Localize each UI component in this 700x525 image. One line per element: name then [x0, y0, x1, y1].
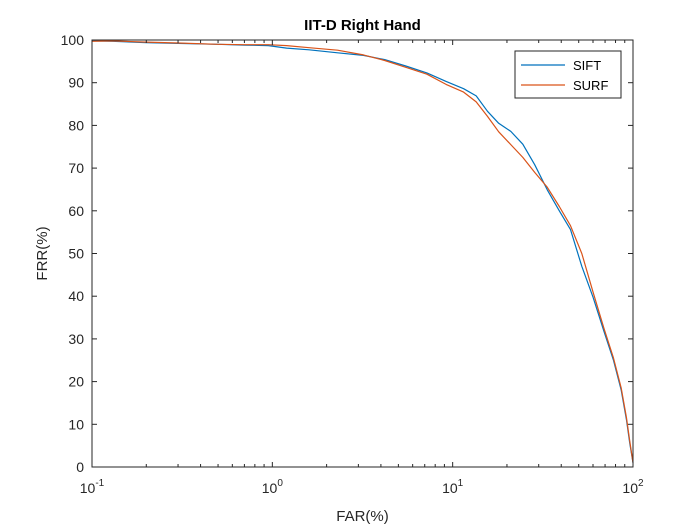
y-tick-label: 80	[68, 117, 84, 133]
series-line-surf	[91, 40, 634, 463]
plot-area	[92, 40, 633, 467]
y-tick-label: 70	[68, 160, 84, 176]
x-tick-label-exponent: 2	[638, 478, 644, 489]
y-tick-label: 0	[76, 459, 84, 475]
x-axis-label: FAR(%)	[336, 508, 389, 525]
x-tick-label-base: 10	[442, 480, 458, 496]
y-tick-label: 60	[68, 203, 84, 219]
y-tick-label: 50	[68, 246, 84, 262]
series-layer	[91, 40, 634, 463]
y-axis-label: FRR(%)	[34, 226, 51, 280]
x-tick-label-exponent: 1	[458, 478, 464, 489]
y-tick-label: 90	[68, 75, 84, 91]
x-tick-label-exponent: 0	[277, 478, 283, 489]
x-tick-label: 100	[262, 478, 284, 496]
x-tick-label-base: 10	[80, 480, 96, 496]
legend-label-surf: SURF	[573, 78, 608, 93]
x-tick-label: 10-1	[80, 478, 105, 496]
x-tick-label: 101	[442, 478, 464, 496]
x-tick-label-base: 10	[622, 480, 638, 496]
y-tick-label: 30	[68, 331, 84, 347]
x-tick-label-exponent: -1	[95, 478, 104, 489]
x-tick-label: 102	[622, 478, 644, 496]
legend-label-sift: SIFT	[573, 58, 601, 73]
legend-box	[514, 50, 622, 99]
chart-title: IIT-D Right Hand	[304, 17, 421, 34]
y-tick-label: 20	[68, 374, 84, 390]
y-tick-label: 100	[61, 32, 85, 48]
y-tick-label: 10	[68, 416, 84, 432]
x-tick-label-base: 10	[262, 480, 278, 496]
legend: SIFT SURF	[514, 50, 622, 99]
y-tick-label: 40	[68, 288, 84, 304]
